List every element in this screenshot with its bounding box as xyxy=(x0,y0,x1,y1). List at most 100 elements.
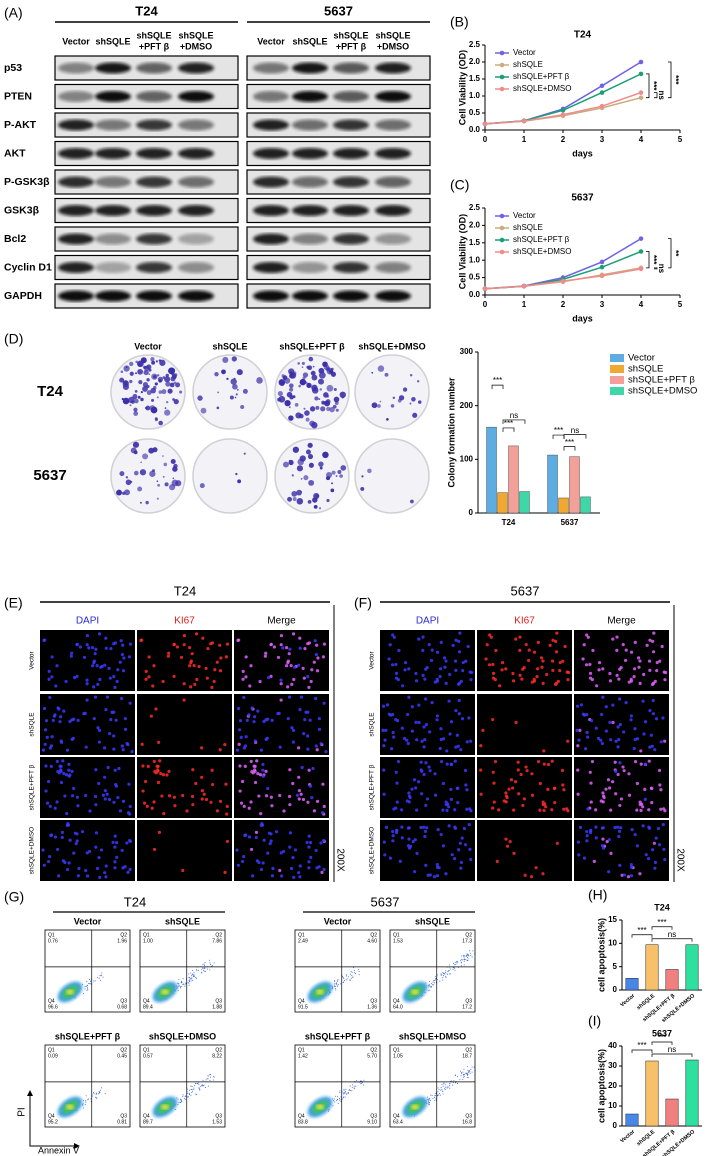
event xyxy=(356,1079,358,1081)
cell xyxy=(555,631,559,635)
cell xyxy=(128,804,132,809)
cell xyxy=(419,760,423,764)
y-tick-label: 0 xyxy=(613,985,618,994)
colony xyxy=(379,400,382,403)
cell xyxy=(121,643,125,647)
cell xyxy=(98,677,102,682)
quadrant-name: Q2 xyxy=(465,1047,472,1053)
cell xyxy=(611,703,615,707)
colony xyxy=(304,381,308,385)
column-header: Vector xyxy=(62,36,90,46)
event xyxy=(210,1076,212,1078)
colony xyxy=(325,399,331,404)
cell xyxy=(43,742,47,746)
cell xyxy=(55,664,59,668)
colony xyxy=(139,469,147,476)
cell xyxy=(439,640,443,644)
cell xyxy=(256,771,260,776)
cell xyxy=(68,838,72,842)
event xyxy=(335,989,337,991)
cell xyxy=(491,671,496,675)
event xyxy=(334,1095,336,1097)
cell xyxy=(635,844,639,848)
blot-band xyxy=(178,148,214,159)
bar xyxy=(580,496,591,514)
cell xyxy=(428,769,432,773)
colony xyxy=(172,477,175,480)
cell xyxy=(115,679,119,684)
colony xyxy=(318,461,324,467)
cell xyxy=(189,660,193,665)
cell xyxy=(635,781,639,786)
cell xyxy=(279,634,284,638)
cell xyxy=(301,666,305,670)
cell xyxy=(427,642,431,647)
cell xyxy=(654,836,658,840)
cell xyxy=(247,835,252,839)
cell xyxy=(70,718,74,722)
cell xyxy=(269,832,273,836)
cell xyxy=(93,652,97,656)
quadrant-value: 0.68 xyxy=(117,1004,127,1010)
event xyxy=(203,963,205,965)
colony xyxy=(200,407,207,414)
cell xyxy=(406,712,410,717)
event xyxy=(460,961,462,963)
sig-bracket xyxy=(631,1049,653,1053)
event xyxy=(191,1090,193,1092)
colony xyxy=(237,479,242,484)
quadrant-value: 0.09 xyxy=(48,1053,58,1059)
event xyxy=(452,962,454,964)
event xyxy=(448,970,450,972)
bar xyxy=(547,454,558,514)
cell xyxy=(76,718,80,722)
cell xyxy=(282,809,286,813)
event xyxy=(440,1087,442,1089)
colony xyxy=(233,377,236,380)
cell xyxy=(428,873,432,877)
event xyxy=(454,961,456,963)
colony xyxy=(116,489,122,496)
colony xyxy=(140,461,142,464)
cell xyxy=(558,669,562,673)
cell xyxy=(523,873,527,877)
event xyxy=(190,977,192,979)
cell xyxy=(456,801,460,805)
cell xyxy=(445,762,449,766)
colony xyxy=(371,402,378,409)
row-label: AKT xyxy=(4,147,26,159)
event xyxy=(432,984,434,986)
cell xyxy=(436,828,440,832)
colony xyxy=(158,359,162,362)
cell xyxy=(172,674,176,678)
event xyxy=(202,963,204,965)
micrograph xyxy=(40,630,135,691)
cell xyxy=(508,839,512,844)
event xyxy=(210,964,212,966)
cell xyxy=(447,824,451,828)
cell xyxy=(414,671,418,676)
cell xyxy=(264,737,268,742)
cell xyxy=(507,787,511,791)
cell xyxy=(206,647,210,651)
cell xyxy=(242,854,246,859)
column-header: +PFT β xyxy=(336,41,367,51)
cell xyxy=(243,764,247,768)
colony xyxy=(292,496,297,502)
cell xyxy=(611,720,615,725)
cell xyxy=(624,701,628,705)
colony xyxy=(142,386,148,392)
cell xyxy=(504,837,508,841)
colony xyxy=(151,360,156,365)
cell xyxy=(45,735,49,739)
cell xyxy=(638,800,642,804)
cell xyxy=(200,746,204,750)
cell xyxy=(46,859,51,864)
cell xyxy=(423,834,427,839)
cell xyxy=(96,682,100,686)
cell xyxy=(53,806,57,810)
event xyxy=(334,987,336,989)
cell xyxy=(601,846,606,850)
colony xyxy=(411,397,416,402)
cell xyxy=(551,638,555,642)
